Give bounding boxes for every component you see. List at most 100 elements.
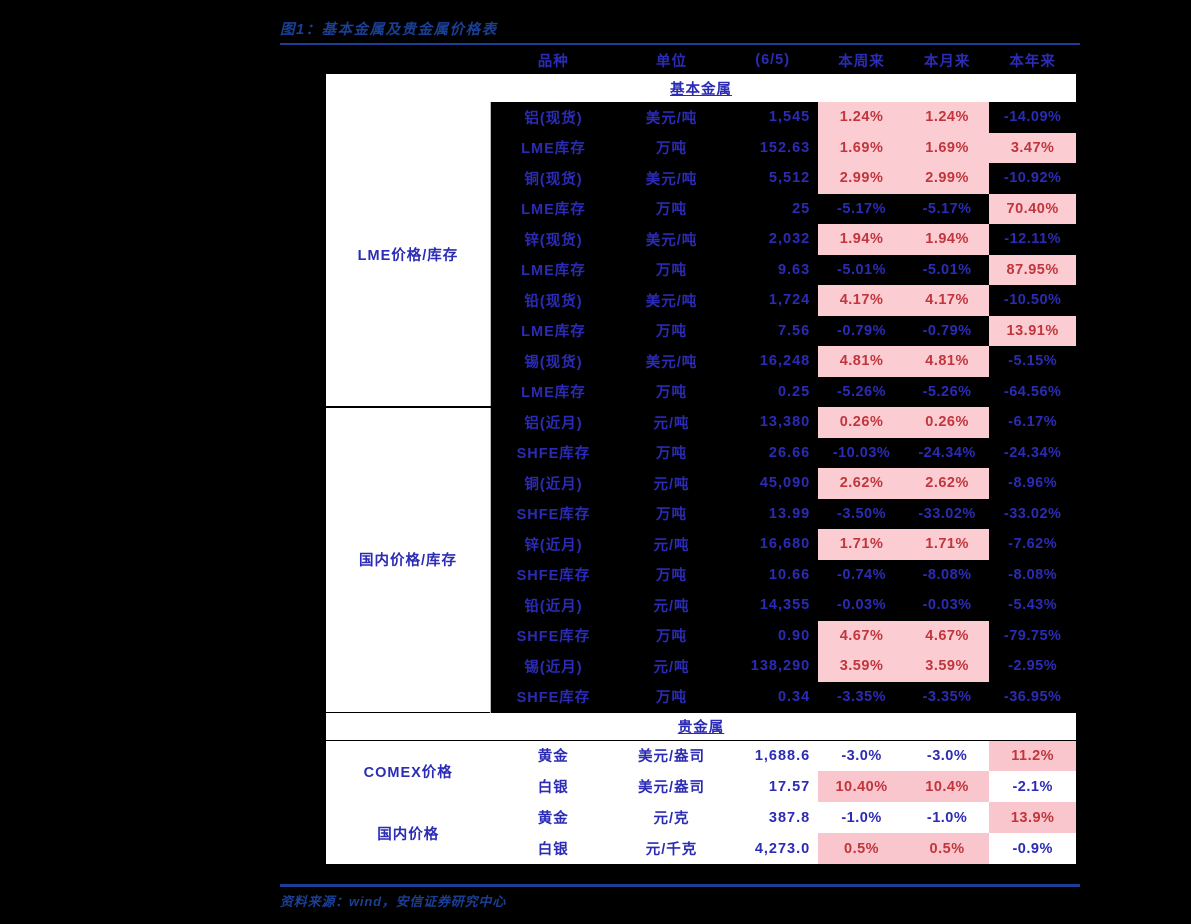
unit-label: 元/吨 — [615, 651, 728, 682]
section-banner-label: 贵金属 — [677, 719, 725, 736]
table-row: 铅(近月) 元/吨 14,355 -0.03% -0.03% -5.43% — [326, 590, 1076, 621]
table-row: LME价格/库存 铝(现货) 美元/吨 1,545 1.24% 1.24% -14.09% — [326, 102, 1076, 407]
change-week: 1.94% — [818, 224, 905, 255]
item-name: LME库存 — [490, 315, 616, 346]
unit-label: 万吨 — [615, 315, 728, 346]
item-name: SHFE库存 — [490, 498, 616, 529]
price-value: 1,545 — [727, 102, 819, 133]
change-year: -24.34% — [989, 437, 1076, 468]
price-value: 13.99 — [727, 498, 819, 529]
price-value: 152.63 — [727, 132, 819, 163]
change-year: -33.02% — [989, 498, 1076, 529]
unit-label: 美元/吨 — [615, 224, 728, 255]
change-year: 70.40% — [989, 193, 1076, 224]
change-month: 4.67% — [904, 620, 990, 651]
change-year: -2.1% — [989, 771, 1076, 802]
unit-label: 万吨 — [615, 681, 728, 712]
row-group-label: LME价格/库存 — [326, 102, 491, 407]
change-month: -0.79% — [904, 315, 990, 346]
change-year: -12.11% — [989, 224, 1076, 255]
change-week: 4.17% — [818, 285, 905, 316]
table-row: 白银 元/千克 4,273.0 0.5% 0.5% -0.9% — [326, 833, 1076, 864]
table-row: SHFE库存 万吨 13.99 -3.50% -33.02% -33.02% — [326, 498, 1076, 529]
item-name: 铅(现货) — [490, 285, 616, 316]
column-header-price: (6/5) — [727, 46, 819, 74]
table-row: LME库存 万吨 25 -5.17% -5.17% 70.40% — [326, 193, 1076, 224]
item-name: SHFE库存 — [490, 559, 616, 590]
change-month: 4.17% — [904, 285, 990, 316]
column-header-year: 本年来 — [989, 46, 1076, 74]
table-row: LME库存 万吨 0.25 -5.26% -5.26% -64.56% — [326, 376, 1076, 407]
change-month: -33.02% — [904, 498, 990, 529]
item-name: 铝(近月) — [490, 407, 616, 438]
price-value: 16,680 — [727, 529, 819, 560]
item-name: SHFE库存 — [490, 437, 616, 468]
section-banner: 基本金属 — [326, 74, 1076, 102]
unit-label: 元/吨 — [615, 407, 728, 438]
change-week: 1.24% — [818, 102, 905, 133]
change-month: 0.5% — [904, 833, 990, 864]
change-year: 13.9% — [989, 802, 1076, 833]
unit-label: 美元/吨 — [615, 285, 728, 316]
table-row: 铜(近月) 元/吨 45,090 2.62% 2.62% -8.96% — [326, 468, 1076, 499]
price-value: 25 — [727, 193, 819, 224]
price-value: 5,512 — [727, 163, 819, 194]
change-year: -10.92% — [989, 163, 1076, 194]
item-name: 黄金 — [490, 740, 616, 771]
unit-label: 美元/盎司 — [615, 771, 728, 802]
table-row: 国内价格 黄金 元/克 387.8 -1.0% -1.0% 13.9% — [326, 802, 1076, 864]
change-week: -5.26% — [818, 376, 905, 407]
unit-label: 万吨 — [615, 437, 728, 468]
item-name: LME库存 — [490, 132, 616, 163]
item-name: LME库存 — [490, 193, 616, 224]
item-name: 锌(近月) — [490, 529, 616, 560]
table-row: SHFE库存 万吨 0.34 -3.35% -3.35% -36.95% — [326, 681, 1076, 712]
change-week: -5.17% — [818, 193, 905, 224]
change-week: -3.0% — [818, 740, 905, 771]
unit-label: 元/克 — [615, 802, 728, 833]
unit-label: 美元/盎司 — [615, 740, 728, 771]
change-year: -8.08% — [989, 559, 1076, 590]
item-name: 白银 — [490, 833, 616, 864]
metals-price-table: 品种 单位 (6/5) 本周来 本月来 本年来 基本金属 LME价格/库存 铝(现货) 美元/吨 1… — [326, 46, 1076, 864]
table-row: COMEX价格 黄金 美元/盎司 1,688.6 -3.0% -3.0% 11.2% — [326, 740, 1076, 802]
change-month: -8.08% — [904, 559, 990, 590]
change-week: 0.26% — [818, 407, 905, 438]
column-header-group — [326, 46, 491, 74]
price-value: 0.25 — [727, 376, 819, 407]
table-row: LME库存 万吨 9.63 -5.01% -5.01% 87.95% — [326, 254, 1076, 285]
change-week: 2.99% — [818, 163, 905, 194]
change-week: -1.0% — [818, 802, 905, 833]
change-week: 2.62% — [818, 468, 905, 499]
unit-label: 万吨 — [615, 254, 728, 285]
price-value: 14,355 — [727, 590, 819, 621]
column-header-month: 本月来 — [904, 46, 990, 74]
table-row: 白银 美元/盎司 17.57 10.40% 10.4% -2.1% — [326, 771, 1076, 802]
item-name: SHFE库存 — [490, 681, 616, 712]
price-value: 17.57 — [727, 771, 819, 802]
table-row: 锌(近月) 元/吨 16,680 1.71% 1.71% -7.62% — [326, 529, 1076, 560]
change-month: 2.62% — [904, 468, 990, 499]
change-week: 1.71% — [818, 529, 905, 560]
price-value: 1,724 — [727, 285, 819, 316]
footer-divider — [280, 884, 1080, 887]
table-row: 锌(现货) 美元/吨 2,032 1.94% 1.94% -12.11% — [326, 224, 1076, 255]
table-row: SHFE库存 万吨 0.90 4.67% 4.67% -79.75% — [326, 620, 1076, 651]
price-value: 0.90 — [727, 620, 819, 651]
change-month: 3.59% — [904, 651, 990, 682]
change-year: -64.56% — [989, 376, 1076, 407]
item-name: 锡(近月) — [490, 651, 616, 682]
change-year: -0.9% — [989, 833, 1076, 864]
change-month: 4.81% — [904, 346, 990, 377]
column-header-item: 品种 — [490, 46, 616, 74]
change-week: 4.67% — [818, 620, 905, 651]
item-name: 锡(现货) — [490, 346, 616, 377]
title-divider — [280, 43, 1080, 45]
item-name: 白银 — [490, 771, 616, 802]
unit-label: 万吨 — [615, 193, 728, 224]
change-week: -3.50% — [818, 498, 905, 529]
change-month: 1.94% — [904, 224, 990, 255]
price-value: 4,273.0 — [727, 833, 819, 864]
change-year: 11.2% — [989, 740, 1076, 771]
